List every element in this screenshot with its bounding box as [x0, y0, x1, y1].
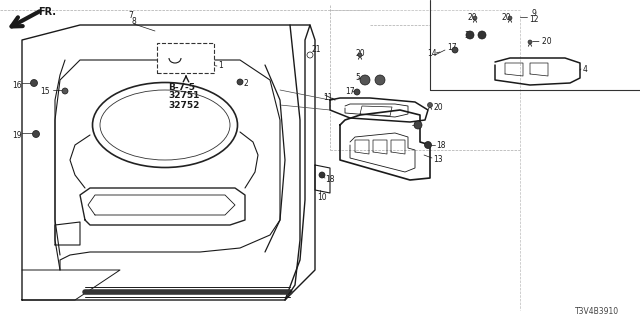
Text: 8: 8: [131, 17, 136, 26]
Text: 10: 10: [317, 193, 326, 202]
Circle shape: [33, 131, 40, 138]
Text: 21: 21: [312, 45, 321, 54]
Text: 18: 18: [325, 175, 335, 185]
Text: B-7-5: B-7-5: [168, 83, 195, 92]
Text: 2: 2: [244, 78, 249, 87]
Text: 20: 20: [355, 49, 365, 58]
Circle shape: [237, 79, 243, 85]
Text: 20: 20: [433, 102, 443, 111]
Text: T3V4B3910: T3V4B3910: [575, 308, 619, 316]
Text: 15: 15: [40, 87, 50, 97]
Text: 16: 16: [12, 81, 22, 90]
Text: FR.: FR.: [38, 7, 56, 17]
Circle shape: [31, 79, 38, 86]
FancyBboxPatch shape: [157, 43, 214, 73]
Text: 11: 11: [323, 92, 333, 101]
Text: 32751: 32751: [168, 92, 200, 100]
Circle shape: [414, 121, 422, 129]
Circle shape: [360, 75, 370, 85]
Circle shape: [508, 16, 512, 20]
Circle shape: [62, 88, 68, 94]
Circle shape: [428, 102, 433, 108]
Text: 19: 19: [12, 131, 22, 140]
Text: 6: 6: [413, 122, 418, 131]
Circle shape: [424, 141, 431, 148]
Circle shape: [354, 89, 360, 95]
Text: 13: 13: [433, 156, 443, 164]
Text: 5: 5: [355, 73, 360, 82]
Circle shape: [452, 47, 458, 53]
Text: 17: 17: [447, 44, 456, 52]
Circle shape: [307, 52, 313, 58]
Text: 32752: 32752: [168, 100, 200, 109]
Text: 7: 7: [128, 11, 133, 20]
Text: — 20: — 20: [532, 36, 552, 45]
Text: 1: 1: [218, 61, 223, 70]
Circle shape: [528, 40, 532, 44]
Text: 20: 20: [468, 12, 477, 21]
Text: 17: 17: [345, 86, 355, 95]
Circle shape: [319, 172, 325, 178]
Circle shape: [375, 75, 385, 85]
Circle shape: [197, 55, 203, 61]
Text: 12: 12: [529, 15, 538, 25]
Text: 18: 18: [436, 141, 445, 150]
Circle shape: [473, 16, 477, 20]
Text: 20: 20: [502, 12, 511, 21]
Text: 14: 14: [427, 49, 436, 58]
Text: 4: 4: [583, 66, 588, 75]
Text: 3: 3: [464, 30, 469, 39]
Circle shape: [478, 31, 486, 39]
Text: 9: 9: [532, 9, 537, 18]
Circle shape: [466, 31, 474, 39]
Circle shape: [358, 53, 362, 57]
